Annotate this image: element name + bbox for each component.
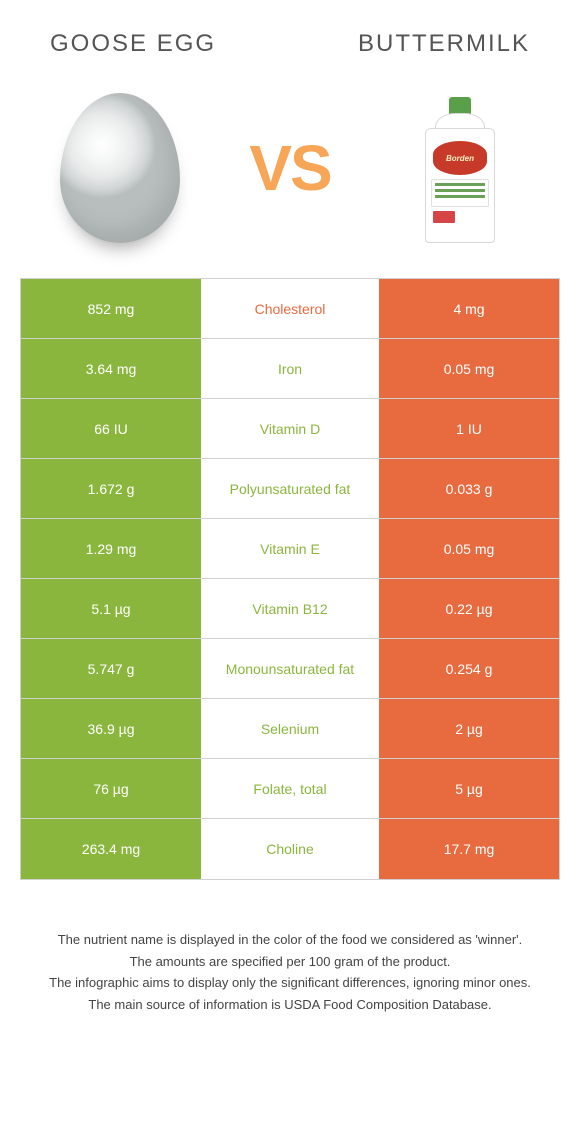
right-value: 4 mg (379, 279, 559, 338)
nutrient-name: Vitamin E (201, 519, 379, 578)
left-value: 1.672 g (21, 459, 201, 518)
nutrient-row: 1.672 gPolyunsaturated fat0.033 g (21, 459, 559, 519)
left-value: 66 IU (21, 399, 201, 458)
right-value: 2 µg (379, 699, 559, 758)
nutrient-name: Selenium (201, 699, 379, 758)
left-value: 5.747 g (21, 639, 201, 698)
nutrient-table: 852 mgCholesterol4 mg3.64 mgIron0.05 mg6… (20, 278, 560, 880)
footnote-line: The infographic aims to display only the… (30, 973, 550, 993)
vs-row: VS Borden (0, 78, 580, 278)
right-value: 0.05 mg (379, 339, 559, 398)
footnote-line: The nutrient name is displayed in the co… (30, 930, 550, 950)
footnotes: The nutrient name is displayed in the co… (0, 910, 580, 1036)
right-value: 0.22 µg (379, 579, 559, 638)
right-value: 0.05 mg (379, 519, 559, 578)
nutrient-row: 36.9 µgSelenium2 µg (21, 699, 559, 759)
nutrient-name: Vitamin B12 (201, 579, 379, 638)
nutrient-row: 5.747 gMonounsaturated fat0.254 g (21, 639, 559, 699)
left-food-title: Goose Egg (50, 30, 216, 58)
right-food-title: Buttermilk (358, 30, 530, 58)
nutrient-name: Choline (201, 819, 379, 879)
milk-brand-label: Borden (446, 154, 474, 163)
nutrient-name: Vitamin D (201, 399, 379, 458)
nutrient-row: 5.1 µgVitamin B120.22 µg (21, 579, 559, 639)
nutrient-row: 1.29 mgVitamin E0.05 mg (21, 519, 559, 579)
left-value: 76 µg (21, 759, 201, 818)
left-value: 5.1 µg (21, 579, 201, 638)
left-value: 263.4 mg (21, 819, 201, 879)
left-value: 1.29 mg (21, 519, 201, 578)
nutrient-row: 66 IUVitamin D1 IU (21, 399, 559, 459)
left-value: 852 mg (21, 279, 201, 338)
nutrient-name: Folate, total (201, 759, 379, 818)
nutrient-name: Iron (201, 339, 379, 398)
right-value: 1 IU (379, 399, 559, 458)
nutrient-name: Monounsaturated fat (201, 639, 379, 698)
nutrient-row: 3.64 mgIron0.05 mg (21, 339, 559, 399)
vs-label: VS (249, 131, 330, 205)
nutrient-row: 852 mgCholesterol4 mg (21, 279, 559, 339)
nutrient-name: Cholesterol (201, 279, 379, 338)
right-value: 5 µg (379, 759, 559, 818)
right-value: 0.254 g (379, 639, 559, 698)
left-value: 36.9 µg (21, 699, 201, 758)
right-value: 17.7 mg (379, 819, 559, 879)
milk-carton-icon: Borden (425, 93, 495, 243)
nutrient-row: 76 µgFolate, total5 µg (21, 759, 559, 819)
right-value: 0.033 g (379, 459, 559, 518)
header-row: Goose Egg Buttermilk (0, 0, 580, 78)
nutrient-row: 263.4 mgCholine17.7 mg (21, 819, 559, 879)
nutrient-name: Polyunsaturated fat (201, 459, 379, 518)
left-value: 3.64 mg (21, 339, 201, 398)
egg-icon (60, 93, 180, 243)
left-food-image (40, 88, 200, 248)
right-food-image: Borden (380, 88, 540, 248)
footnote-line: The amounts are specified per 100 gram o… (30, 952, 550, 972)
footnote-line: The main source of information is USDA F… (30, 995, 550, 1015)
